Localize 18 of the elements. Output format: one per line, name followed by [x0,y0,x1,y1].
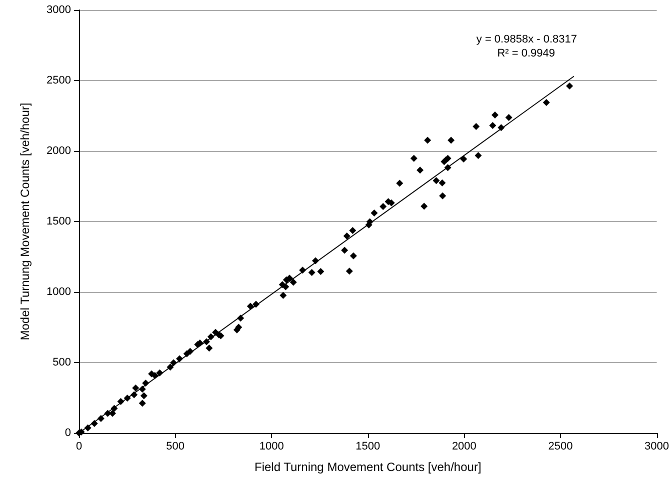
y-tick-label: 1500 [46,216,71,228]
x-axis-title: Field Turning Movement Counts [veh/hour] [254,460,482,474]
y-axis-title: Model Turnung Movement Counts [veh/hour] [18,102,32,340]
y-tick-label: 2500 [46,74,71,86]
y-tick-label: 500 [52,356,71,368]
x-tick-label: 2000 [452,440,476,452]
annotation: y = 0.9858x - 0.8317 [476,34,578,46]
x-tick-label: 500 [166,440,184,452]
x-tick-label: 3000 [644,440,670,452]
x-tick-label: 0 [76,440,82,452]
x-tick-label: 1500 [356,440,380,452]
y-tick-label: 2000 [46,145,71,157]
annotation: R² = 0.9949 [497,48,556,60]
x-tick-label: 1000 [259,440,284,452]
y-tick-label: 1000 [46,286,71,298]
x-tick-label: 2500 [548,440,573,452]
y-tick-label: 3000 [46,4,71,16]
y-tick-label: 0 [64,427,71,439]
